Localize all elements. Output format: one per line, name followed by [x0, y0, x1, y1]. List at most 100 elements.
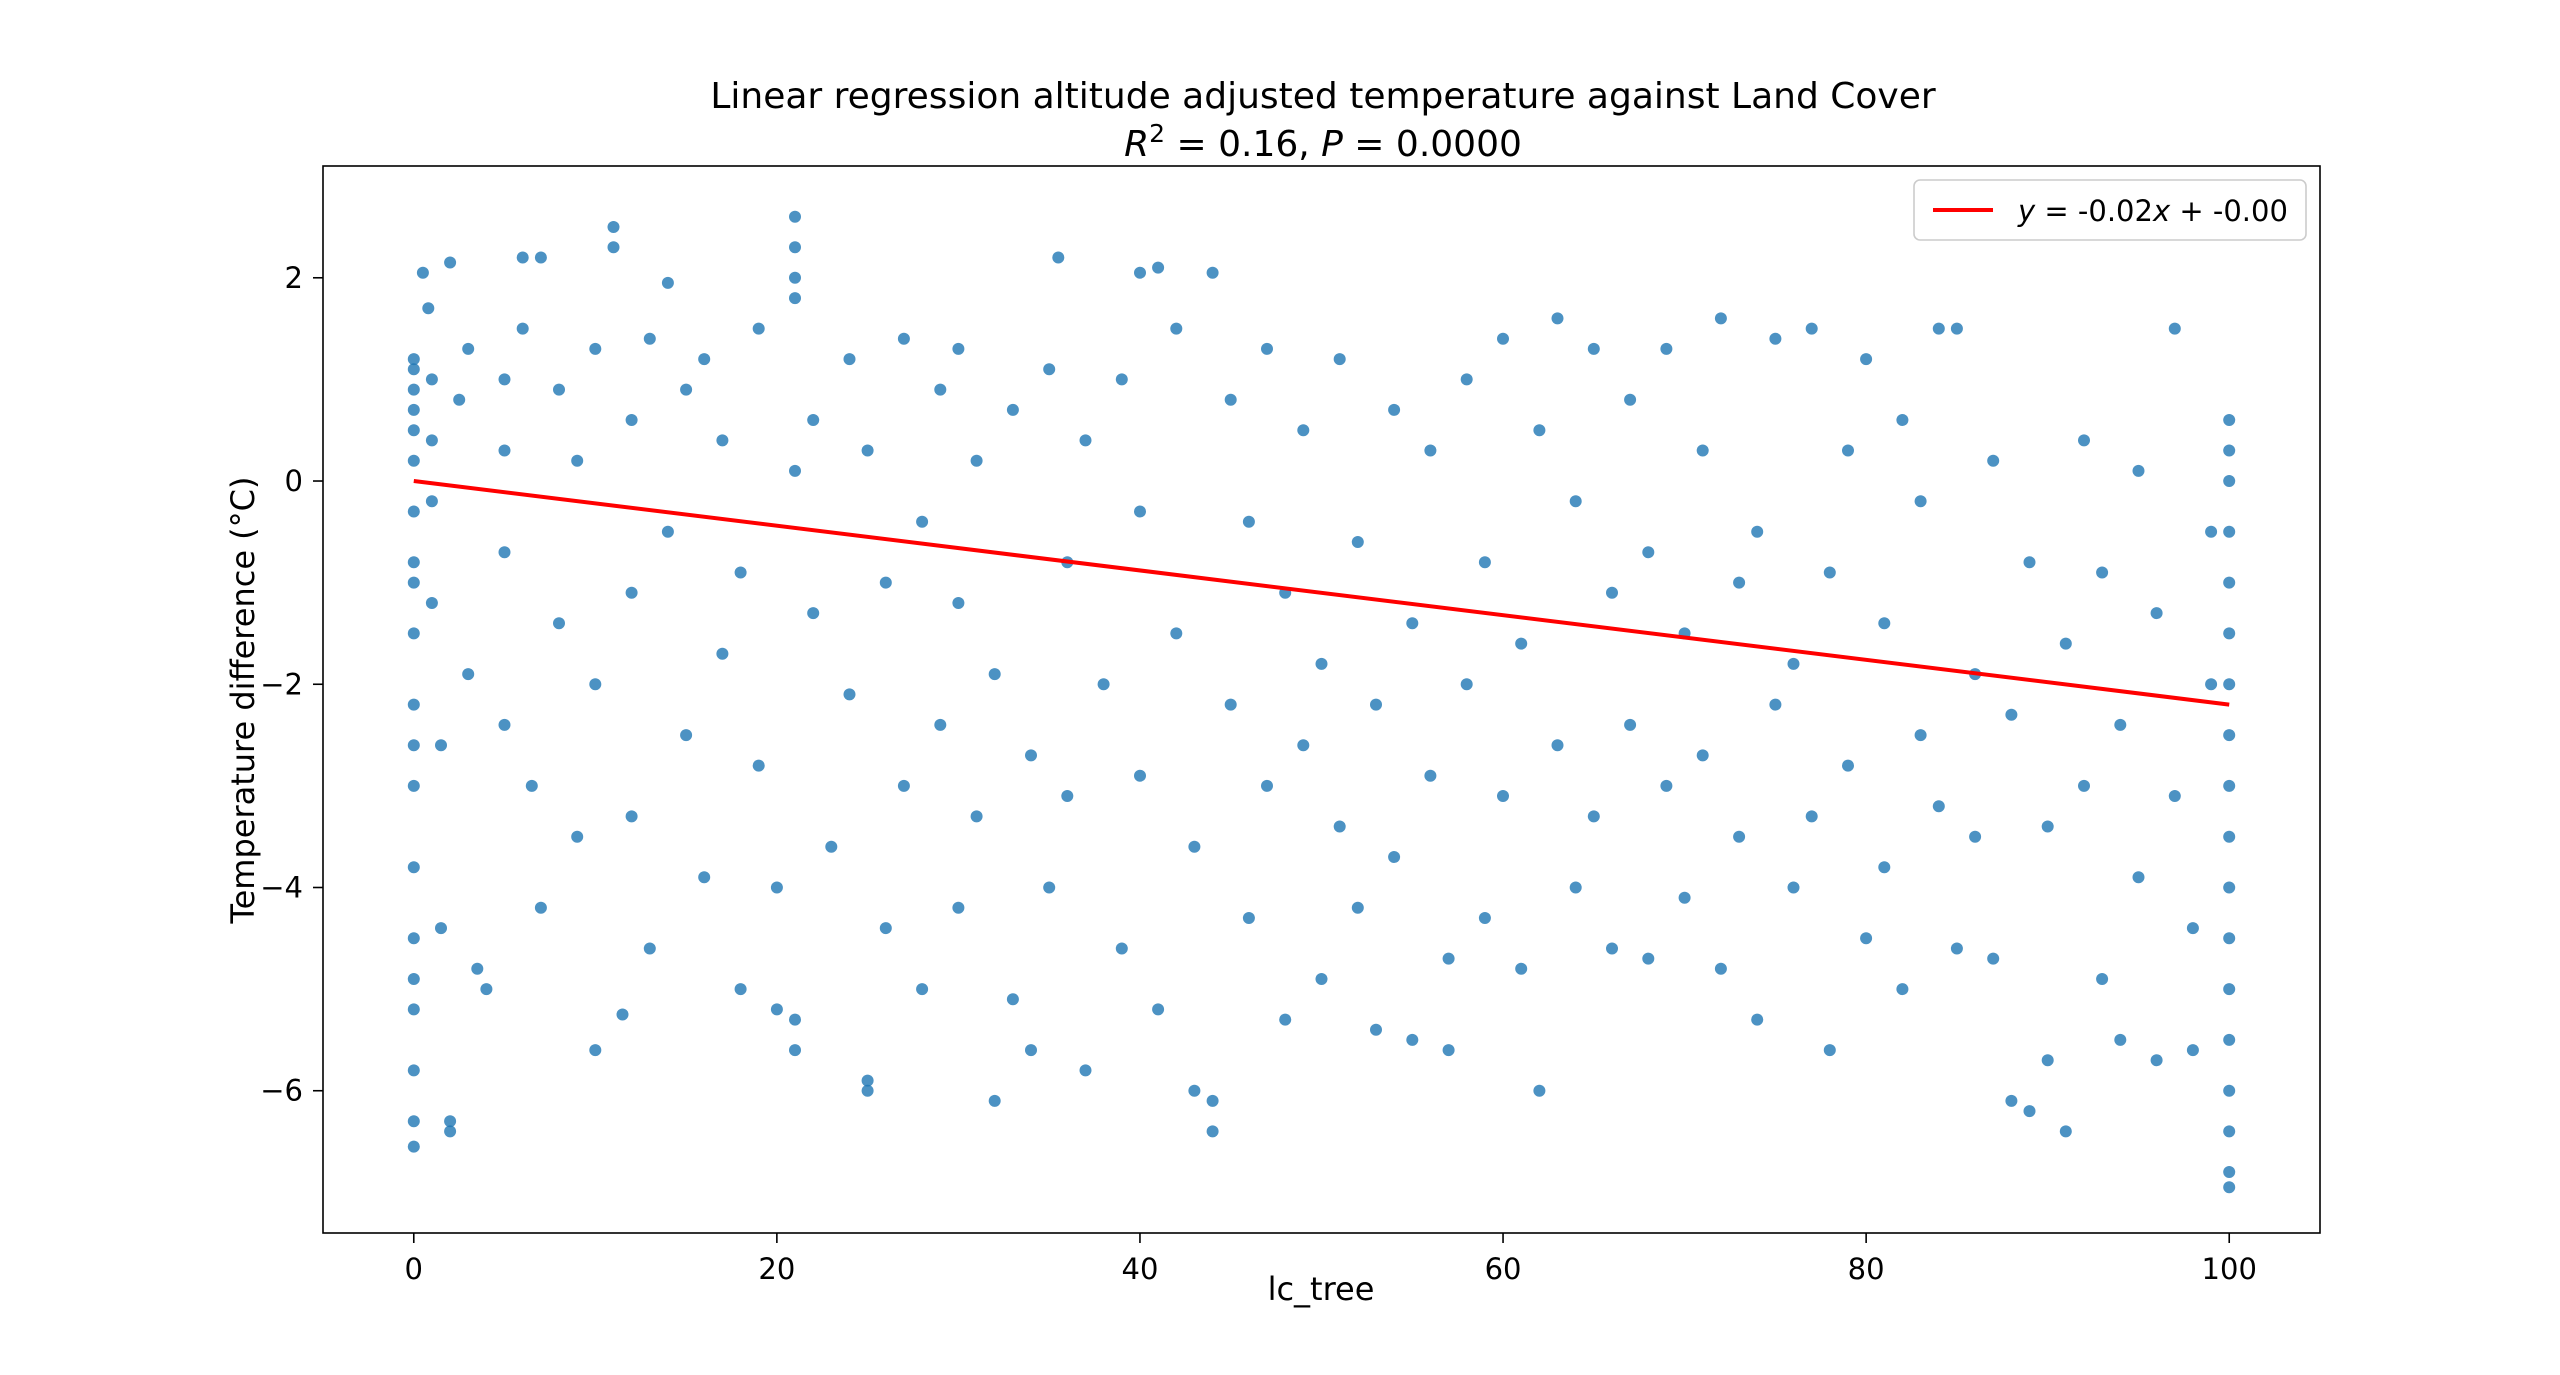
data-point — [462, 668, 475, 681]
data-point — [807, 607, 820, 620]
data-point — [1115, 942, 1128, 955]
data-point — [1297, 424, 1310, 437]
legend-label: y = -0.02x + -0.00 — [2017, 194, 2288, 228]
data-point — [435, 922, 447, 935]
data-point — [1242, 912, 1255, 924]
data-point — [444, 1125, 457, 1138]
data-point — [1733, 576, 1746, 589]
data-point — [498, 444, 511, 457]
p-value: = 0.0000 — [1343, 124, 1522, 165]
data-point — [1478, 556, 1491, 569]
data-point — [789, 210, 801, 223]
data-point — [407, 1140, 420, 1153]
data-point — [1315, 973, 1328, 985]
data-point — [1261, 779, 1273, 792]
data-point — [2223, 414, 2236, 426]
data-point — [1642, 952, 1655, 965]
data-point — [407, 576, 420, 589]
data-point — [2059, 637, 2072, 650]
data-point — [1714, 312, 1727, 325]
data-point — [498, 546, 511, 559]
data-point — [1442, 1044, 1455, 1057]
data-point — [897, 779, 910, 792]
data-point — [879, 922, 892, 935]
data-point — [1987, 952, 2000, 965]
data-point — [1206, 266, 1219, 279]
data-point — [661, 525, 674, 538]
data-point — [1660, 779, 1673, 792]
data-point — [625, 414, 638, 426]
data-point — [1097, 678, 1110, 691]
data-point — [553, 383, 565, 396]
chart-title: Linear regression altitude adjusted temp… — [710, 76, 1936, 117]
data-point — [1388, 851, 1401, 863]
plot-frame — [322, 165, 2321, 1234]
data-point — [1969, 830, 1982, 843]
data-point — [2223, 627, 2236, 640]
data-point — [952, 901, 965, 914]
data-point — [525, 779, 538, 792]
data-point — [1460, 373, 1473, 386]
data-point — [861, 1084, 874, 1097]
data-point — [2168, 790, 2181, 802]
data-point — [407, 363, 420, 376]
data-point — [1878, 617, 1891, 630]
data-point — [734, 566, 747, 579]
data-point — [2223, 830, 2236, 843]
legend-y: y — [2017, 194, 2036, 228]
data-point — [1533, 424, 1546, 437]
data-point — [1370, 698, 1382, 711]
data-point — [2132, 871, 2145, 884]
data-point — [1551, 739, 1564, 752]
chart-subtitle-stats: R2 = 0.16, P = 0.0000 — [1124, 119, 1522, 165]
data-point — [952, 342, 965, 355]
data-point — [934, 383, 947, 396]
legend-box — [1913, 179, 2307, 241]
data-point — [1061, 790, 1074, 802]
data-point — [1406, 617, 1419, 630]
data-point — [1351, 536, 1364, 548]
data-point — [1152, 261, 1165, 274]
data-point — [1043, 881, 1056, 894]
data-point — [770, 1003, 783, 1016]
x-tick-label: 40 — [1122, 1252, 1159, 1286]
data-point — [2223, 576, 2236, 589]
data-point — [2223, 1181, 2236, 1194]
data-point — [1860, 353, 1873, 366]
data-point — [534, 901, 547, 914]
data-point — [589, 342, 602, 355]
data-point — [1333, 820, 1346, 833]
data-point — [1406, 1033, 1419, 1046]
data-point — [1388, 403, 1401, 416]
data-point — [425, 495, 438, 508]
data-point — [480, 983, 493, 996]
data-point — [407, 739, 420, 752]
data-point — [607, 221, 620, 233]
data-point — [861, 1074, 874, 1087]
data-point — [1842, 444, 1854, 457]
data-point — [789, 292, 801, 305]
data-point — [1932, 322, 1945, 335]
data-point — [553, 617, 565, 630]
data-point — [2150, 1054, 2163, 1067]
data-point — [1569, 495, 1582, 508]
data-point — [970, 454, 983, 467]
data-point — [1624, 718, 1637, 731]
data-point — [407, 454, 420, 467]
data-point — [1424, 444, 1437, 457]
data-point — [1696, 749, 1709, 762]
data-point — [843, 353, 856, 366]
data-point — [416, 266, 429, 279]
data-point — [2223, 1084, 2236, 1097]
y-tick-label: −4 — [260, 870, 303, 904]
data-point — [1569, 881, 1582, 894]
data-point — [1333, 353, 1346, 366]
data-point — [1478, 912, 1491, 924]
data-point — [1079, 1064, 1092, 1077]
data-point — [2186, 922, 2199, 935]
data-point — [1787, 881, 1800, 894]
data-point — [2150, 607, 2163, 620]
data-point — [2041, 820, 2054, 833]
data-point — [1515, 962, 1528, 975]
data-point — [2078, 779, 2090, 792]
